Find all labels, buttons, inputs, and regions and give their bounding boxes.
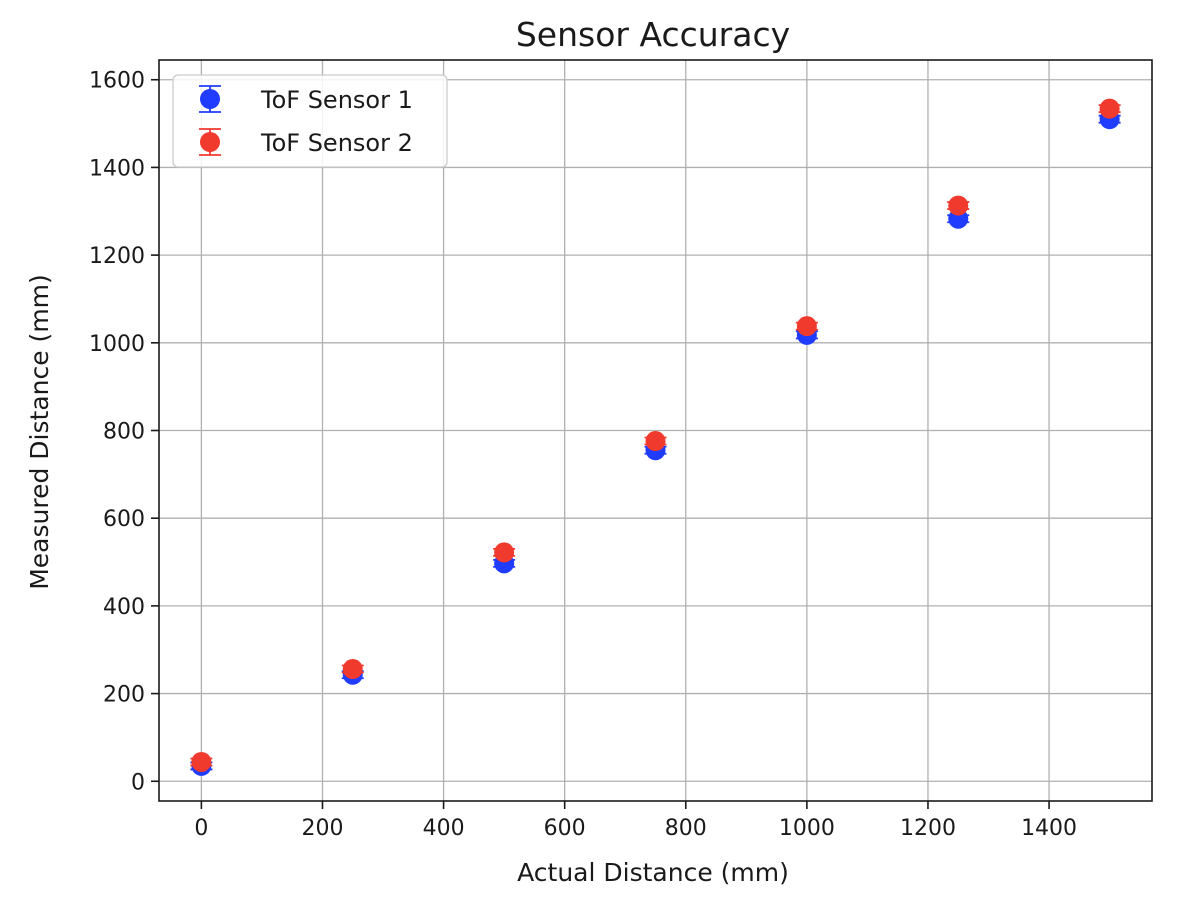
- x-tick-label: 200: [301, 816, 343, 841]
- y-tick-label: 1400: [89, 156, 145, 181]
- x-tick-label: 600: [544, 816, 586, 841]
- data-point: [948, 195, 969, 216]
- data-point: [1099, 98, 1120, 119]
- legend-item: ToF Sensor 2: [199, 128, 413, 157]
- y-axis-ticks: 0 200 400 600 800 1000 1200 1400 1600: [89, 69, 159, 795]
- data-point: [342, 659, 363, 680]
- x-tick-label: 1200: [900, 816, 956, 841]
- y-tick-label: 0: [131, 770, 145, 795]
- y-tick-label: 1000: [89, 332, 145, 357]
- y-tick-label: 200: [103, 683, 145, 708]
- grid-lines: [159, 60, 1152, 801]
- data-points: [190, 98, 1121, 776]
- legend-marker: [200, 132, 220, 152]
- legend-box: [172, 74, 448, 168]
- chart-title: Sensor Accuracy: [516, 15, 790, 54]
- y-tick-label: 1200: [89, 244, 145, 269]
- data-point: [191, 751, 212, 772]
- x-axis-ticks: 0 200 400 600 800 1000 1200 1400: [194, 801, 1077, 841]
- x-axis-label: Actual Distance (mm): [517, 858, 789, 887]
- data-point: [494, 542, 515, 563]
- data-point: [645, 431, 666, 452]
- y-tick-label: 1600: [89, 69, 145, 94]
- x-tick-label: 800: [665, 816, 707, 841]
- y-tick-label: 600: [103, 507, 145, 532]
- legend-label: ToF Sensor 1: [260, 86, 413, 114]
- legend-label: ToF Sensor 2: [260, 129, 413, 157]
- x-tick-label: 0: [194, 816, 208, 841]
- y-tick-label: 800: [103, 420, 145, 445]
- x-tick-label: 1000: [779, 816, 835, 841]
- data-point: [796, 316, 817, 337]
- legend: ToF Sensor 1 ToF Sensor 2: [172, 74, 448, 168]
- series-2: [190, 98, 1121, 772]
- x-tick-label: 400: [423, 816, 465, 841]
- y-axis-label: Measured Distance (mm): [25, 274, 54, 590]
- legend-item: ToF Sensor 1: [199, 85, 413, 114]
- x-tick-label: 1400: [1021, 816, 1077, 841]
- y-tick-label: 400: [103, 595, 145, 620]
- legend-marker: [200, 89, 220, 109]
